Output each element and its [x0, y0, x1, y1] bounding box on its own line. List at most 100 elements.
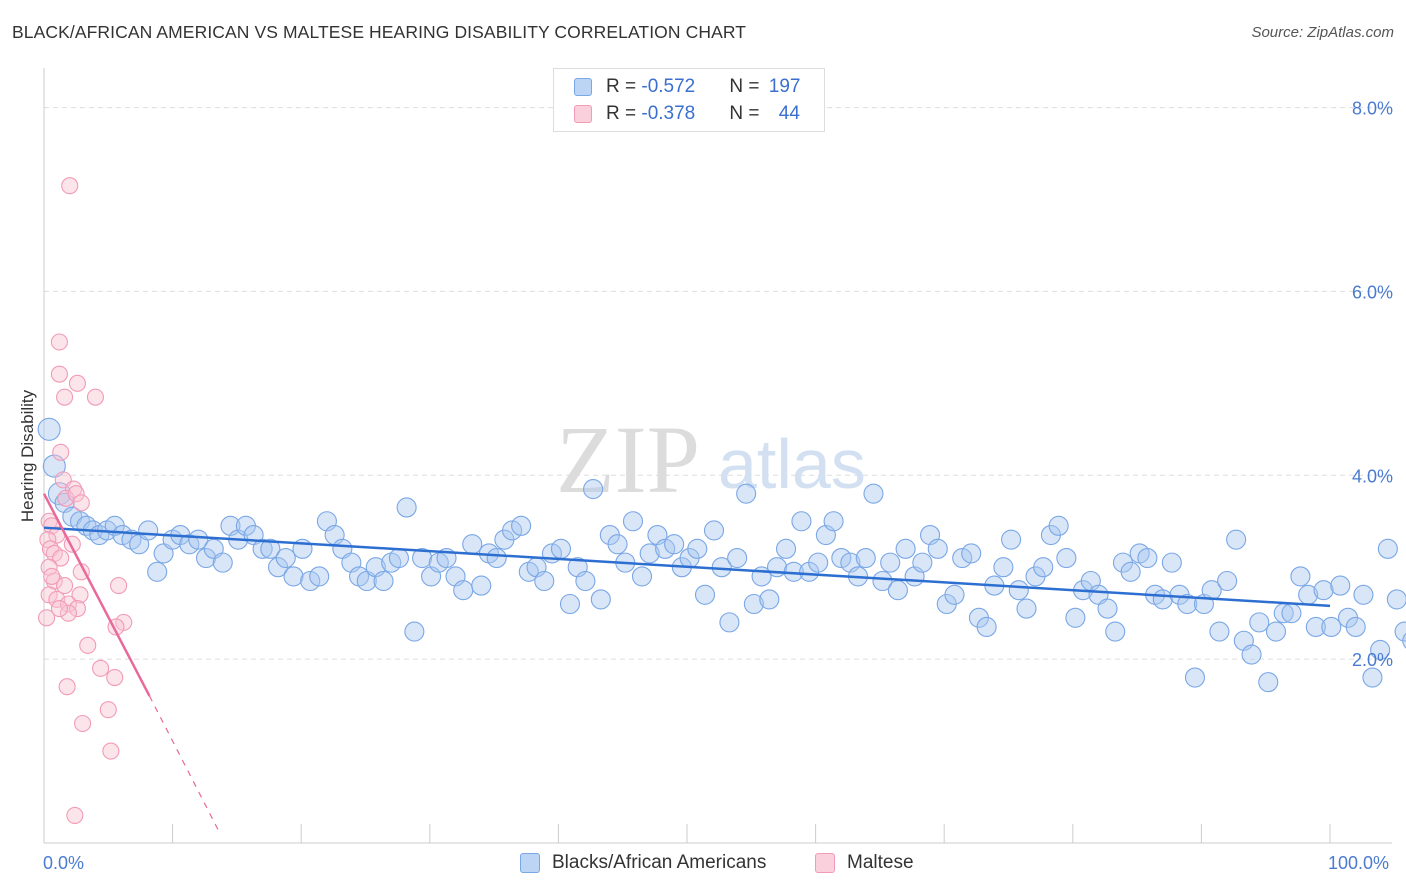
blacks-point	[212, 552, 233, 573]
legend-swatch-blacks	[520, 853, 540, 873]
maltese-point	[59, 595, 77, 613]
blacks-point	[1313, 580, 1334, 601]
blacks-point	[1258, 672, 1279, 693]
watermark-atlas: atlas	[718, 425, 866, 503]
blacks-point	[1330, 575, 1351, 596]
trend-line-maltese-extrapolated	[148, 695, 221, 835]
maltese-point	[61, 177, 79, 195]
maltese-point	[50, 600, 68, 618]
legend-item-blacks: Blacks/African Americans	[520, 852, 766, 874]
legend-r-label: R =	[606, 103, 642, 124]
stats-legend: R = -0.572 N = 197 R = -0.378 N = 44	[553, 68, 825, 132]
blacks-point	[927, 538, 948, 559]
blacks-point	[1161, 552, 1182, 573]
maltese-point	[86, 388, 104, 406]
maltese-point	[68, 600, 86, 618]
blacks-point	[976, 616, 997, 638]
maltese-point	[72, 494, 90, 512]
blacks-point	[664, 534, 685, 555]
blacks-point	[1048, 515, 1069, 536]
y-axis-label: Hearing Disability	[18, 389, 37, 522]
maltese-point	[56, 388, 74, 406]
blacks-point	[1281, 603, 1302, 624]
blacks-point	[300, 570, 321, 592]
blacks-point	[590, 589, 611, 610]
blacks-point	[1065, 607, 1086, 628]
blacks-point	[1226, 529, 1247, 550]
maltese-point	[68, 374, 86, 392]
blacks-point	[309, 566, 330, 587]
blacks-point	[855, 547, 876, 569]
blacks-point	[1377, 538, 1398, 559]
blacks-point	[736, 483, 757, 504]
blacks-point	[396, 497, 417, 518]
blacks-point	[607, 534, 628, 555]
y-tick-label: 6.0%	[1352, 282, 1393, 302]
blacks-point	[687, 538, 708, 559]
blacks-point	[1001, 529, 1022, 550]
maltese-point	[110, 577, 128, 595]
blacks-point	[550, 538, 572, 559]
blacks-point	[112, 524, 133, 546]
maltese-point	[58, 678, 76, 696]
legend-swatch-blacks	[574, 78, 592, 96]
blacks-point	[1209, 621, 1230, 642]
blacks-point	[743, 593, 764, 615]
blacks-point	[404, 621, 425, 642]
blacks-point	[1353, 584, 1374, 605]
blacks-point	[622, 511, 644, 532]
blacks-point	[534, 570, 555, 592]
blacks-point	[1402, 632, 1406, 649]
blacks-point	[895, 538, 916, 559]
blacks-point	[511, 515, 532, 536]
blacks-point	[502, 520, 523, 541]
x-tick-label-min: 0.0%	[43, 853, 84, 873]
blacks-point	[775, 538, 797, 559]
watermark: ZIP atlas	[556, 406, 866, 513]
blacks-point	[1305, 616, 1326, 638]
blacks-point	[138, 520, 159, 541]
legend-row-maltese: R = -0.378 N = 44	[574, 100, 800, 128]
legend-n-label: N =	[729, 103, 765, 124]
maltese-point	[99, 701, 117, 719]
legend-swatch-maltese	[815, 853, 835, 873]
blacks-point	[1016, 598, 1037, 619]
maltese-point	[52, 549, 70, 567]
blacks-point	[412, 547, 433, 569]
blacks-point	[1241, 644, 1262, 665]
blacks-point	[462, 534, 483, 555]
blacks-point	[1265, 621, 1287, 642]
legend-item-maltese: Maltese	[815, 852, 914, 874]
blacks-point	[1386, 589, 1406, 610]
blacks-point	[373, 570, 394, 592]
maltese-point	[74, 714, 92, 733]
maltese-point	[52, 443, 70, 461]
blacks-point	[1345, 616, 1366, 638]
blacks-point	[952, 547, 973, 569]
blacks-point	[823, 511, 844, 532]
blacks-point	[252, 538, 273, 559]
legend-n-label: N =	[729, 76, 765, 97]
y-tick-label: 4.0%	[1352, 466, 1393, 486]
maltese-point	[59, 604, 77, 622]
maltese-point	[66, 806, 84, 824]
maltese-point	[102, 742, 120, 760]
blacks-point	[727, 547, 748, 569]
blacks-point	[872, 570, 893, 592]
blacks-point	[559, 593, 581, 615]
blacks-point	[639, 543, 660, 564]
blacks-point	[1033, 557, 1054, 578]
legend-n-value: 44	[778, 103, 800, 124]
blacks-point	[1120, 561, 1141, 582]
blacks-point	[1008, 580, 1029, 601]
blacks-point	[808, 552, 829, 573]
trend-line-blacks	[43, 526, 1331, 608]
blacks-point	[759, 589, 780, 610]
x-tick-label-max: 100.0%	[1328, 853, 1389, 873]
legend-r-value: -0.378	[641, 103, 696, 124]
blacks-point	[791, 511, 812, 532]
blacks-point	[1137, 547, 1158, 569]
chart-title: BLACK/AFRICAN AMERICAN VS MALTESE HEARIN…	[12, 22, 747, 42]
maltese-point	[71, 586, 89, 604]
